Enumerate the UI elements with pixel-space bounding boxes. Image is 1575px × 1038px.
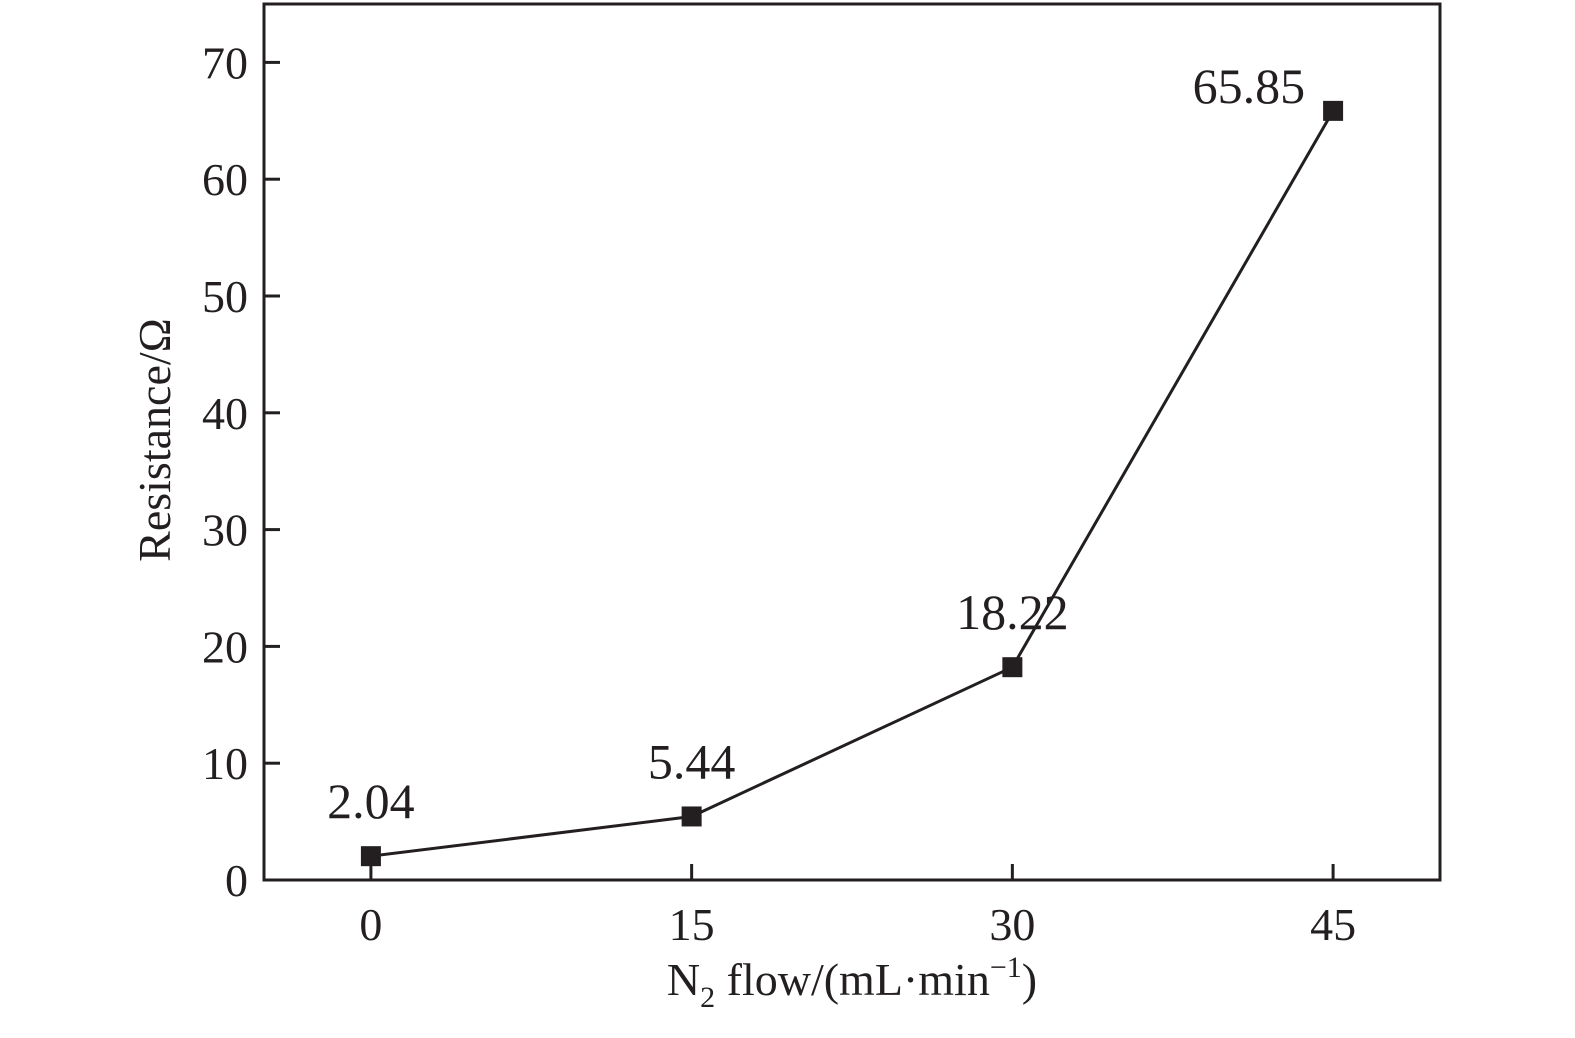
y-tick-label: 70: [202, 37, 248, 88]
x-tick-label: 0: [359, 899, 382, 950]
x-tick-label: 45: [1310, 899, 1356, 950]
axis-ticks-layer: [264, 60, 1335, 882]
x-axis-title-rest: flow/(mL·min: [715, 954, 990, 1005]
x-axis-title-superscript: −1: [990, 951, 1022, 984]
data-point-marker: [360, 846, 381, 867]
y-tick-label: 30: [202, 505, 248, 556]
y-tick-label: 40: [202, 388, 248, 439]
data-label: 65.85: [1193, 58, 1306, 114]
x-axis-title-main: N: [667, 954, 700, 1005]
y-tick-label: 0: [225, 855, 248, 906]
data-label: 5.44: [648, 733, 736, 789]
y-tick-label: 50: [202, 271, 248, 322]
data-point-marker: [1323, 100, 1344, 121]
y-tick-label: 60: [202, 154, 248, 205]
y-tick-label: 10: [202, 738, 248, 789]
x-tick-label: 15: [669, 899, 715, 950]
plot-frame-layer: [262, 2, 1442, 882]
x-tick-label: 30: [989, 899, 1035, 950]
y-tick-label: 20: [202, 621, 248, 672]
y-axis-title: Resistance/Ω: [129, 318, 180, 562]
x-axis-title-subscript: 2: [700, 981, 715, 1014]
data-point-marker: [681, 806, 702, 827]
x-axis-title: N2 flow/(mL·min−1): [667, 951, 1037, 1014]
data-point-marker: [1002, 657, 1023, 678]
series-line: [370, 110, 1335, 858]
plot-frame: [262, 2, 1442, 882]
series-layer: [360, 100, 1344, 867]
data-label: 18.22: [956, 584, 1069, 640]
labels-layer: 0 10 20 30 40 50 60 70 0 15 30 45 2.04 5.44 18.22 65.85: [202, 37, 1356, 950]
x-axis-title-close: ): [1022, 954, 1037, 1005]
data-label: 2.04: [327, 773, 415, 829]
